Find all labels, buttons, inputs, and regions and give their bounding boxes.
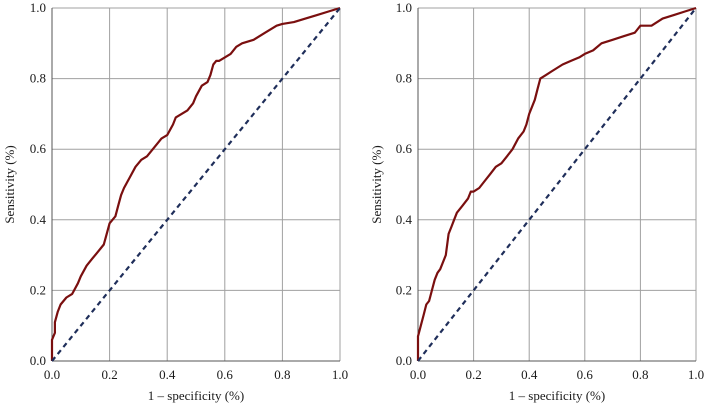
x-tick-label: 0.4 xyxy=(159,367,176,382)
y-tick-label: 0.4 xyxy=(30,212,47,227)
y-tick-label: 0.0 xyxy=(30,353,46,368)
y-tick-label: 0.2 xyxy=(30,282,46,297)
x-tick-label: 1.0 xyxy=(688,367,704,382)
roc-chart-left: 0.0 0.2 0.4 0.6 0.8 1.0 0.0 0.2 0.4 0.6 0.8 1.0 1 – … xyxy=(2,0,348,403)
x-tick-label: 0.6 xyxy=(577,367,594,382)
y-axis-label: Sensitivity (%) xyxy=(2,145,17,223)
y-tick-label: 0.2 xyxy=(396,282,412,297)
x-tick-label: 0.0 xyxy=(44,367,60,382)
y-tick-label: 0.8 xyxy=(396,71,412,86)
x-axis-label: 1 – specificity (%) xyxy=(509,388,605,403)
y-tick-label: 1.0 xyxy=(30,0,46,15)
roc-chart-right: 0.0 0.2 0.4 0.6 0.8 1.0 0.0 0.2 0.4 0.6 0.8 1.0 1 – … xyxy=(369,0,704,403)
roc-curve-line xyxy=(50,6,341,361)
x-tick-label: 0.6 xyxy=(217,367,234,382)
y-tick-label: 0.8 xyxy=(30,71,46,86)
reference-diagonal-line xyxy=(417,7,697,362)
x-tick-label: 0.0 xyxy=(410,367,426,382)
reference-diagonal-line xyxy=(51,7,341,362)
y-tick-label: 0.4 xyxy=(396,212,413,227)
x-tick-label: 1.0 xyxy=(332,367,348,382)
x-tick-label: 0.2 xyxy=(465,367,481,382)
roc-curve-line xyxy=(416,6,697,361)
x-axis-label: 1 – specificity (%) xyxy=(148,388,244,403)
x-tick-label: 0.8 xyxy=(274,367,290,382)
y-tick-label: 0.0 xyxy=(396,353,412,368)
y-tick-label: 0.6 xyxy=(396,141,413,156)
y-axis-label: Sensitivity (%) xyxy=(369,145,384,223)
x-tick-label: 0.4 xyxy=(521,367,538,382)
x-tick-label: 0.2 xyxy=(101,367,117,382)
y-tick-label: 0.6 xyxy=(30,141,47,156)
x-tick-label: 0.8 xyxy=(632,367,648,382)
y-tick-label: 1.0 xyxy=(396,0,412,15)
